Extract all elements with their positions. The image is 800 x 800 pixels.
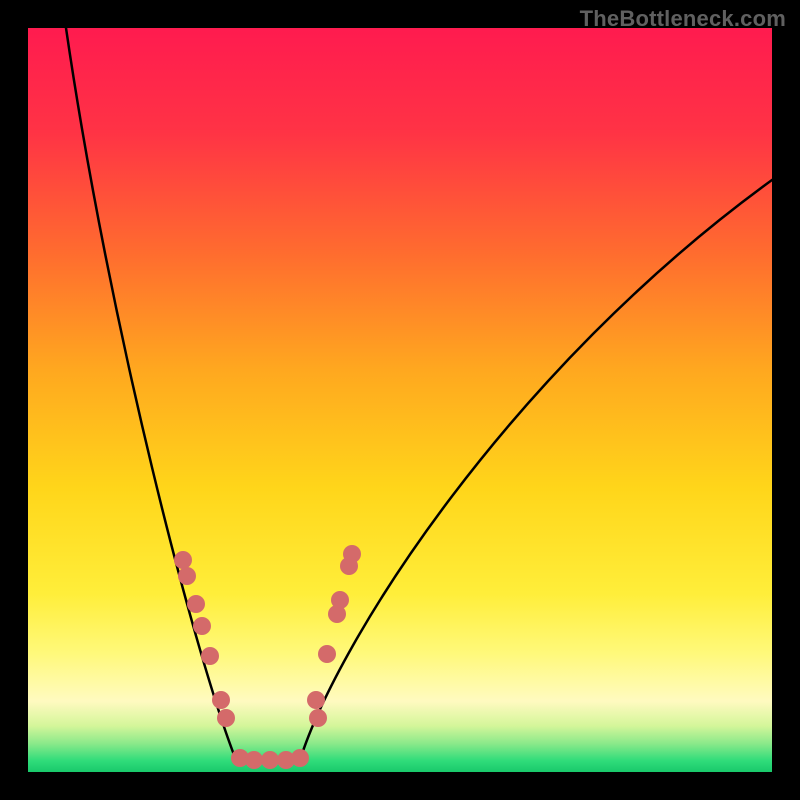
- data-point: [201, 647, 219, 665]
- watermark-text: TheBottleneck.com: [580, 6, 786, 32]
- gradient-background: [28, 28, 772, 772]
- data-point: [309, 709, 327, 727]
- data-point: [178, 567, 196, 585]
- data-point: [331, 591, 349, 609]
- data-point: [174, 551, 192, 569]
- data-point: [187, 595, 205, 613]
- data-point: [217, 709, 235, 727]
- data-point: [212, 691, 230, 709]
- data-point: [291, 749, 309, 767]
- data-point: [307, 691, 325, 709]
- data-point: [343, 545, 361, 563]
- data-point: [193, 617, 211, 635]
- data-point: [245, 751, 263, 769]
- chart-frame: TheBottleneck.com: [0, 0, 800, 800]
- data-point: [318, 645, 336, 663]
- data-point: [261, 751, 279, 769]
- bottleneck-chart: [0, 0, 800, 800]
